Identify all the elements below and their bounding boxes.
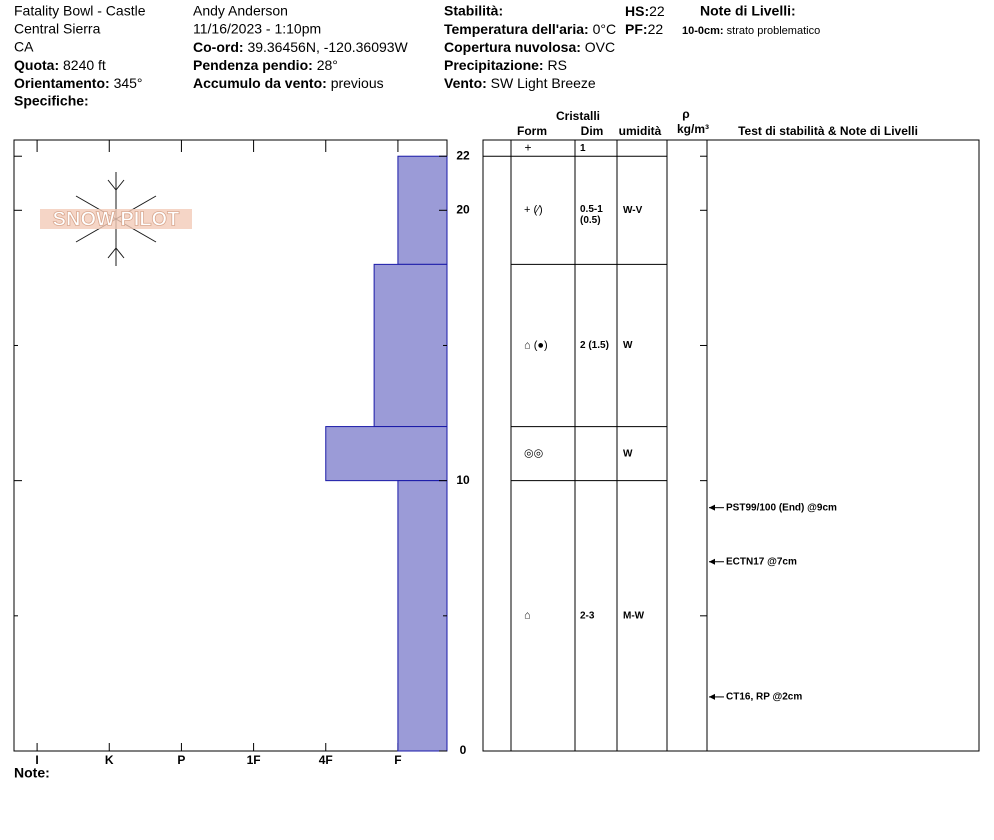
test-label: PST99/100 (End) @9cm [726,502,837,513]
text: strato problematico [727,25,821,37]
stability: Stabilità: [444,3,503,19]
value: previous [331,75,384,91]
x-tick-label: 4F [319,753,333,767]
value: 0°C [593,21,617,37]
value: 28° [317,57,338,73]
note: Note: [14,765,50,781]
x-tick-label: K [105,753,114,767]
specifics: Specifiche: [14,93,89,109]
sky: Copertura nuvolosa: OVC [444,39,615,55]
hardness-bar [397,480,448,752]
label: HS: [625,3,649,19]
label: Vento: [444,75,487,91]
arrow-head [709,693,715,700]
form: ⌂ (●) [524,339,548,351]
logo-band [40,209,192,229]
size: 2-3 [580,610,595,621]
y-tick-label: 22 [456,148,470,162]
layer-note: 10-0cm: strato problematico [682,25,820,37]
state: CA [14,39,34,55]
surface-form: + [524,140,531,154]
th: umidità [619,124,662,138]
x-tick-label: F [394,753,401,767]
label: Copertura nuvolosa: [444,39,581,55]
air-temp: Temperatura dell'aria: 0°C [444,21,616,37]
observer: Andy Anderson [193,3,288,19]
test-label: CT16, RP @2cm [726,692,802,703]
moisture: M-W [623,610,645,621]
size-note: (0.5) [580,215,601,226]
value: RS [547,57,566,73]
arrow-head [709,504,715,511]
size: 0.5-1 [580,204,603,215]
value: 22 [648,21,664,37]
surface-size: 1 [580,143,586,154]
moisture: W [623,340,633,351]
form: ⌂ [524,610,531,622]
label: Co-ord: [193,39,244,55]
x-tick-label: 1F [247,753,261,767]
hs: HS:22 [625,3,665,19]
label: Temperatura dell'aria: [444,21,589,37]
th: Cristalli [556,109,600,123]
value: 22 [649,3,665,19]
hardness-bar [325,426,448,482]
th: Test di stabilità & Note di Livelli [738,124,918,138]
slope: Pendenza pendio: 28° [193,57,338,73]
value: SW Light Breeze [491,75,596,91]
logo-text: SNOW PILOT [53,208,180,230]
th: ρ [682,107,689,121]
th: Dim [581,124,604,138]
label: Pendenza pendio: [193,57,313,73]
x-tick-label: I [35,753,38,767]
range: 10-0cm: [682,25,724,37]
wind: Vento: SW Light Breeze [444,75,596,91]
moisture: W-V [623,205,643,216]
form: ◎◎ [524,448,543,460]
pf: PF:22 [625,21,663,37]
range: Central Sierra [14,21,101,37]
label: Quota: [14,57,59,73]
table-frame [482,139,980,752]
th: kg/m³ [677,122,709,136]
y-tick-label: 20 [456,202,470,216]
aspect: Orientamento: 345° [14,75,143,91]
y-tick-label: 0 [460,743,467,757]
size: 2 (1.5) [580,340,609,351]
value: 345° [114,75,143,91]
layer-notes-title: Note di Livelli: [700,3,796,19]
x-tick-label: P [177,753,185,767]
location: Fatality Bowl - Castle [14,3,146,19]
label: Accumulo da vento: [193,75,327,91]
label: Precipitazione: [444,57,544,73]
label: Orientamento: [14,75,110,91]
form: + (⁄) [524,204,543,216]
elevation: Quota: 8240 ft [14,57,106,73]
y-tick-label: 10 [456,473,470,487]
datetime: 11/16/2023 - 1:10pm [193,21,321,37]
th: Form [517,124,547,138]
value: 8240 ft [63,57,106,73]
hardness-bar [373,263,448,428]
label: PF: [625,21,648,37]
moisture: W [623,448,633,459]
precip: Precipitazione: RS [444,57,567,73]
wind-loading: Accumulo da vento: previous [193,75,384,91]
value: 39.36456N, -120.36093W [247,39,408,55]
coords: Co-ord: 39.36456N, -120.36093W [193,39,409,55]
value: OVC [585,39,615,55]
test-label: ECTN17 @7cm [726,556,797,567]
arrow-head [709,558,715,565]
